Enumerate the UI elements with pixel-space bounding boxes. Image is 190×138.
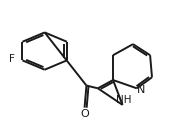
Text: O: O bbox=[80, 109, 89, 119]
Text: N: N bbox=[137, 85, 145, 95]
Text: NH: NH bbox=[116, 95, 131, 105]
Text: F: F bbox=[9, 54, 15, 64]
